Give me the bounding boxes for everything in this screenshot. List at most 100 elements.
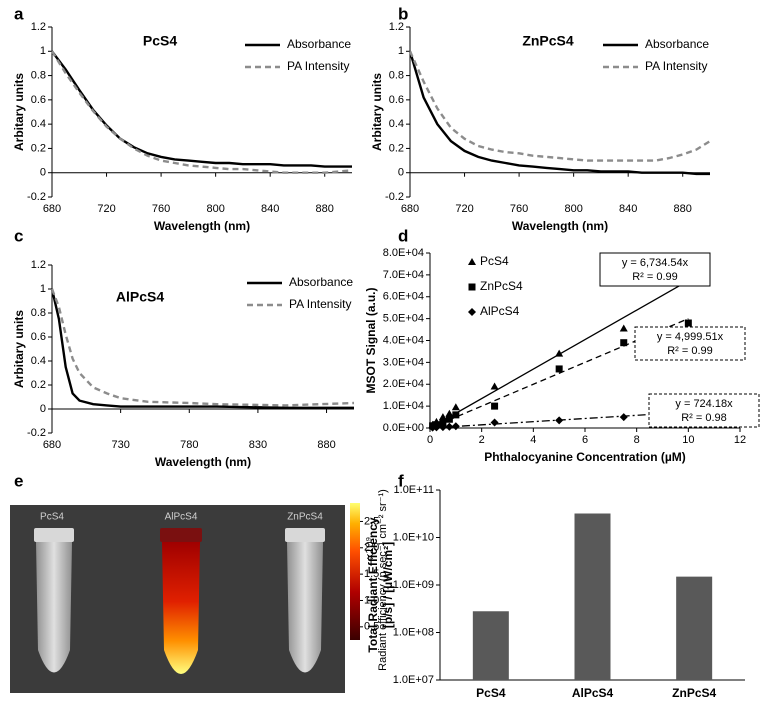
legend-label: AlPcS4	[480, 304, 520, 318]
marker	[451, 403, 460, 411]
y-tick-label: 4.0E+04	[383, 334, 424, 346]
y-tick-label: -0.2	[27, 191, 46, 203]
y-axis-label: Arbitary units	[370, 73, 384, 151]
x-axis-label: Phthalocyanine Concentration (µM)	[484, 450, 686, 464]
y-tick-label: 1.0E+09	[393, 579, 434, 591]
y-tick-label: 1.0E+07	[393, 674, 434, 686]
line-series	[408, 50, 710, 176]
annotation: y = 6,734.54x	[622, 257, 689, 269]
y-tick-label: 1.0E+10	[393, 531, 434, 543]
marker	[452, 411, 460, 419]
plot-title: ZnPcS4	[522, 33, 574, 49]
y-tick-label: 1.0E+11	[394, 484, 434, 496]
x-tick-label: 2	[479, 434, 485, 446]
y-tick-label: 1.2	[31, 259, 46, 271]
y-tick-label: 1	[40, 283, 46, 295]
x-tick-label: 680	[401, 203, 419, 215]
panel-letter: a	[14, 4, 24, 23]
plot-title: AlPcS4	[116, 289, 164, 305]
x-tick-label: 880	[316, 203, 334, 215]
y-axis-label: [p/s] / [µW/cm²]	[381, 542, 395, 628]
marker	[438, 423, 447, 432]
x-axis-label: Wavelength (nm)	[154, 219, 250, 233]
marker	[468, 308, 476, 316]
marker	[619, 324, 628, 332]
annotation-box	[648, 393, 760, 428]
y-tick-label: 0	[40, 403, 46, 415]
line-series	[50, 288, 354, 409]
x-tick-label: 840	[261, 203, 279, 215]
colorbar-tick-label: 1.5	[364, 568, 379, 580]
marker	[619, 413, 628, 422]
colorbar-tick-label: 2.0	[364, 542, 379, 554]
marker	[445, 415, 453, 423]
x-tick-label: ZnPcS4	[672, 686, 716, 700]
marker	[468, 283, 476, 291]
x-tick-label: 12	[734, 434, 746, 446]
image-label: AlPcS4	[165, 512, 198, 523]
y-tick-label: 3.0E+04	[383, 356, 424, 368]
annotation: R² = 0.98	[681, 412, 727, 424]
x-tick-label: 760	[510, 203, 528, 215]
panel-letter: d	[398, 226, 408, 245]
colorbar-tick-label: 2.5	[364, 515, 379, 527]
bar	[574, 513, 611, 680]
x-axis-label: Wavelength (nm)	[155, 455, 251, 469]
annotation: R² = 0.99	[667, 345, 713, 357]
legend-label: PA Intensity	[287, 59, 349, 73]
y-tick-label: 0.4	[31, 118, 46, 130]
x-tick-label: 840	[619, 203, 637, 215]
x-tick-label: 830	[249, 439, 267, 451]
x-axis-label: Wavelength (nm)	[512, 219, 608, 233]
marker	[490, 382, 499, 390]
colorbar-tick-label: 0.5	[364, 621, 379, 633]
marker	[491, 402, 499, 410]
y-axis-label: Total Radiant Efficiency	[366, 517, 380, 652]
line-series	[408, 50, 711, 162]
tube	[34, 528, 74, 673]
x-tick-label: 760	[152, 203, 170, 215]
y-axis-label: Arbitary units	[12, 310, 26, 388]
y-tick-label: 0.2	[31, 142, 46, 154]
annotation-box	[599, 252, 711, 287]
marker	[445, 409, 454, 417]
y-tick-label: 0.0E+00	[383, 422, 424, 434]
y-tick-label: 0.6	[31, 94, 46, 106]
legend-label: Absorbance	[289, 275, 353, 289]
x-tick-label: 720	[97, 203, 115, 215]
x-tick-label: 880	[317, 439, 335, 451]
y-axis-label: Arbitary units	[12, 73, 26, 151]
y-tick-label: 0	[398, 167, 404, 179]
marker	[468, 258, 476, 265]
x-tick-label: PcS4	[476, 686, 506, 700]
y-tick-label: 0	[40, 167, 46, 179]
x-tick-label: 780	[180, 439, 198, 451]
x-tick-label: 720	[455, 203, 473, 215]
marker	[555, 365, 563, 373]
line-series	[50, 288, 355, 407]
tube	[160, 528, 202, 674]
colorbar-label: Radiant efficiency (p sec⁻¹ cm⁻² sr⁻¹)	[377, 489, 389, 671]
y-tick-label: 0.6	[31, 331, 46, 343]
x-tick-label: 6	[582, 434, 588, 446]
y-tick-label: -0.2	[27, 427, 46, 439]
bar	[472, 611, 509, 680]
legend-label: PA Intensity	[289, 297, 351, 311]
x-tick-label: 8	[634, 434, 640, 446]
y-tick-label: 0.6	[389, 94, 404, 106]
marker	[439, 419, 447, 427]
legend-label: PA Intensity	[645, 59, 707, 73]
x-tick-label: 4	[530, 434, 536, 446]
marker	[445, 422, 454, 431]
x-tick-label: 800	[206, 203, 224, 215]
y-tick-label: 1.2	[389, 21, 404, 33]
annotation: y = 4,999.51x	[657, 331, 724, 343]
x-tick-label: AlPcS4	[572, 686, 614, 700]
y-tick-label: 1	[40, 45, 46, 57]
legend-label: ZnPcS4	[480, 279, 523, 293]
y-tick-label: 1.2	[31, 21, 46, 33]
y-tick-label: 8.0E+04	[383, 247, 424, 259]
y-tick-label: 1	[398, 45, 404, 57]
image-label: ZnPcS4	[287, 512, 323, 523]
legend-label: Absorbance	[645, 37, 709, 51]
